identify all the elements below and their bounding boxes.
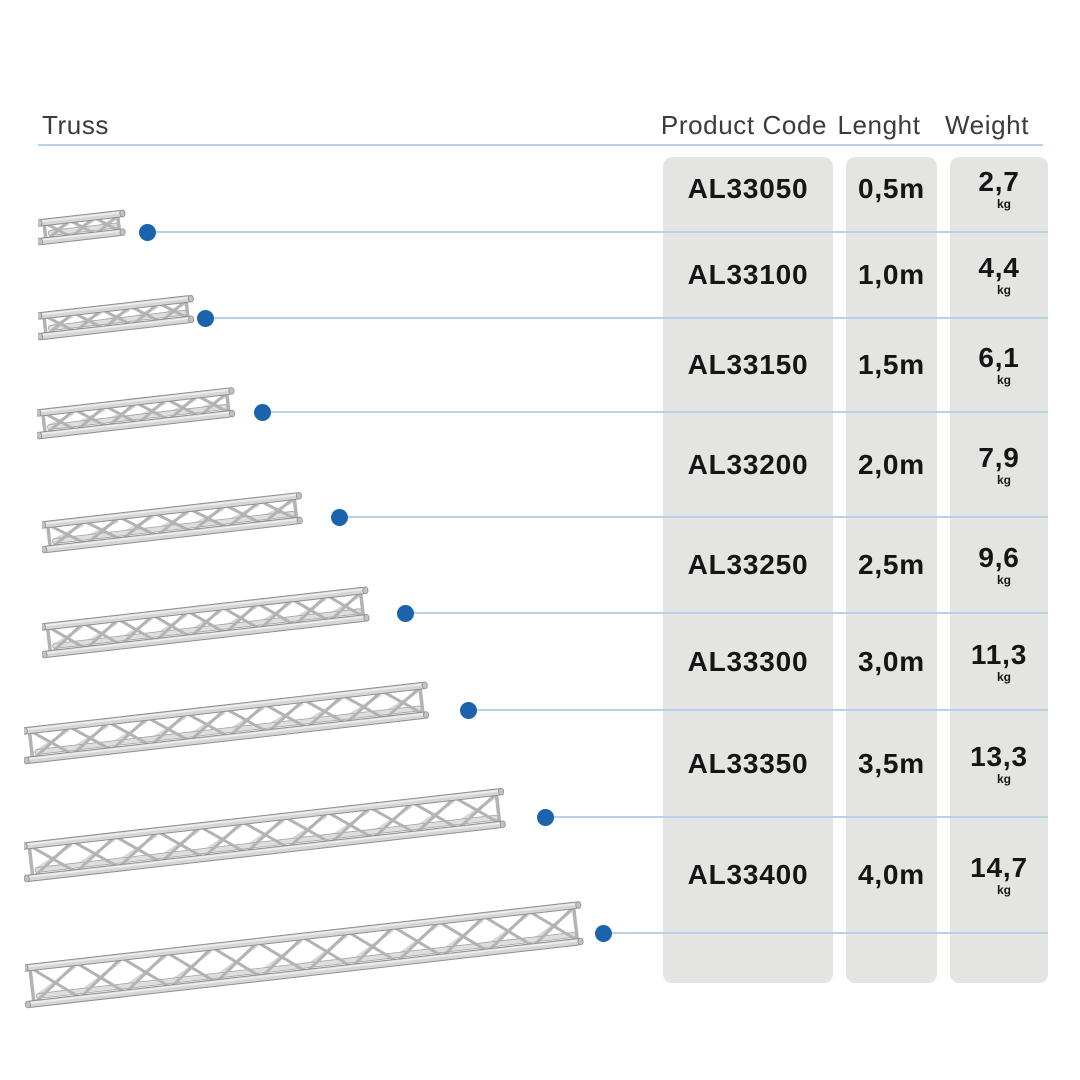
weight-unit-label: kg <box>996 472 1011 487</box>
row-separator-leader-line <box>147 231 1048 233</box>
weight-unit-label: kg <box>996 197 1011 211</box>
weight-value: 7,9 <box>978 441 1020 473</box>
row-separator-leader-line <box>545 816 1048 818</box>
weight-unit-label: kg <box>996 373 1011 387</box>
truss-illustration <box>36 200 130 257</box>
blue-dot-icon <box>459 701 477 719</box>
length-cell: 2,0m <box>857 448 926 480</box>
blue-dot-icon <box>536 808 554 826</box>
weight-cell: 7,9 kg <box>950 412 1048 517</box>
product-code-column-background <box>663 157 833 983</box>
truss-illustration <box>21 672 435 776</box>
product-code-cell: AL33400 <box>687 859 809 890</box>
truss-illustration <box>40 482 308 565</box>
blue-dot-icon <box>138 223 156 241</box>
row-separator-leader-line <box>205 317 1048 319</box>
weight-unit-label: kg <box>996 283 1011 297</box>
weight-value: 14,7 <box>970 852 1028 883</box>
weight-cell: 11,3 kg <box>950 613 1048 710</box>
blue-dot-icon <box>330 508 348 526</box>
weight-value: 13,3 <box>970 740 1028 772</box>
weight-cell: 2,7 kg <box>950 146 1048 232</box>
weight-column-header: Weight <box>944 110 1030 140</box>
weight-unit-label: kg <box>996 771 1011 786</box>
header-underline <box>38 144 1043 146</box>
weight-cell: 4,4 kg <box>950 232 1048 318</box>
product-code-cell: AL33300 <box>687 645 809 677</box>
length-cell: 1,5m <box>857 349 926 380</box>
truss-illustration <box>39 577 375 670</box>
row-separator-leader-line <box>405 612 1048 614</box>
blue-dot-icon <box>196 309 214 327</box>
length-cell: 0,5m <box>857 173 926 204</box>
blue-dot-icon <box>253 403 271 421</box>
weight-cell: 14,7 kg <box>950 817 1048 933</box>
blue-dot-icon <box>594 924 612 942</box>
truss-column-header: Truss <box>42 110 110 140</box>
product-code-cell: AL33100 <box>687 259 809 290</box>
length-cell: 3,5m <box>857 747 926 779</box>
length-cell: 2,5m <box>857 549 926 580</box>
weight-cell: 9,6 kg <box>950 517 1048 613</box>
product-code-column-header: Product Code <box>660 110 828 140</box>
row-separator-leader-line <box>603 932 1048 934</box>
truss-illustration <box>21 778 512 894</box>
length-column-header: Lenght <box>837 110 921 140</box>
weight-unit-label: kg <box>996 883 1011 897</box>
product-code-cell: AL33200 <box>687 448 809 480</box>
truss-illustration <box>36 286 199 352</box>
truss-illustration <box>22 891 590 1020</box>
product-code-cell: AL33350 <box>687 747 809 779</box>
weight-cell: 13,3 kg <box>950 710 1048 817</box>
length-cell: 4,0m <box>857 859 926 890</box>
product-code-cell: AL33050 <box>687 173 809 204</box>
weight-value: 2,7 <box>978 166 1020 197</box>
row-separator-leader-line <box>339 516 1048 518</box>
weight-value: 11,3 <box>970 638 1028 670</box>
weight-value: 4,4 <box>978 252 1020 283</box>
weight-cell: 6,1 kg <box>950 318 1048 412</box>
truss-illustration <box>35 378 240 451</box>
length-column-background <box>846 157 937 983</box>
weight-unit-label: kg <box>996 573 1011 587</box>
weight-value: 9,6 <box>978 542 1020 573</box>
length-cell: 3,0m <box>857 645 926 677</box>
blue-dot-icon <box>396 604 414 622</box>
row-separator-leader-line <box>262 411 1048 413</box>
weight-value: 6,1 <box>978 342 1020 373</box>
weight-unit-label: kg <box>996 669 1011 684</box>
row-separator-leader-line <box>468 709 1048 711</box>
weight-column-background <box>950 157 1048 983</box>
product-code-cell: AL33250 <box>687 549 809 580</box>
product-code-cell: AL33150 <box>687 349 809 380</box>
length-cell: 1,0m <box>857 259 926 290</box>
